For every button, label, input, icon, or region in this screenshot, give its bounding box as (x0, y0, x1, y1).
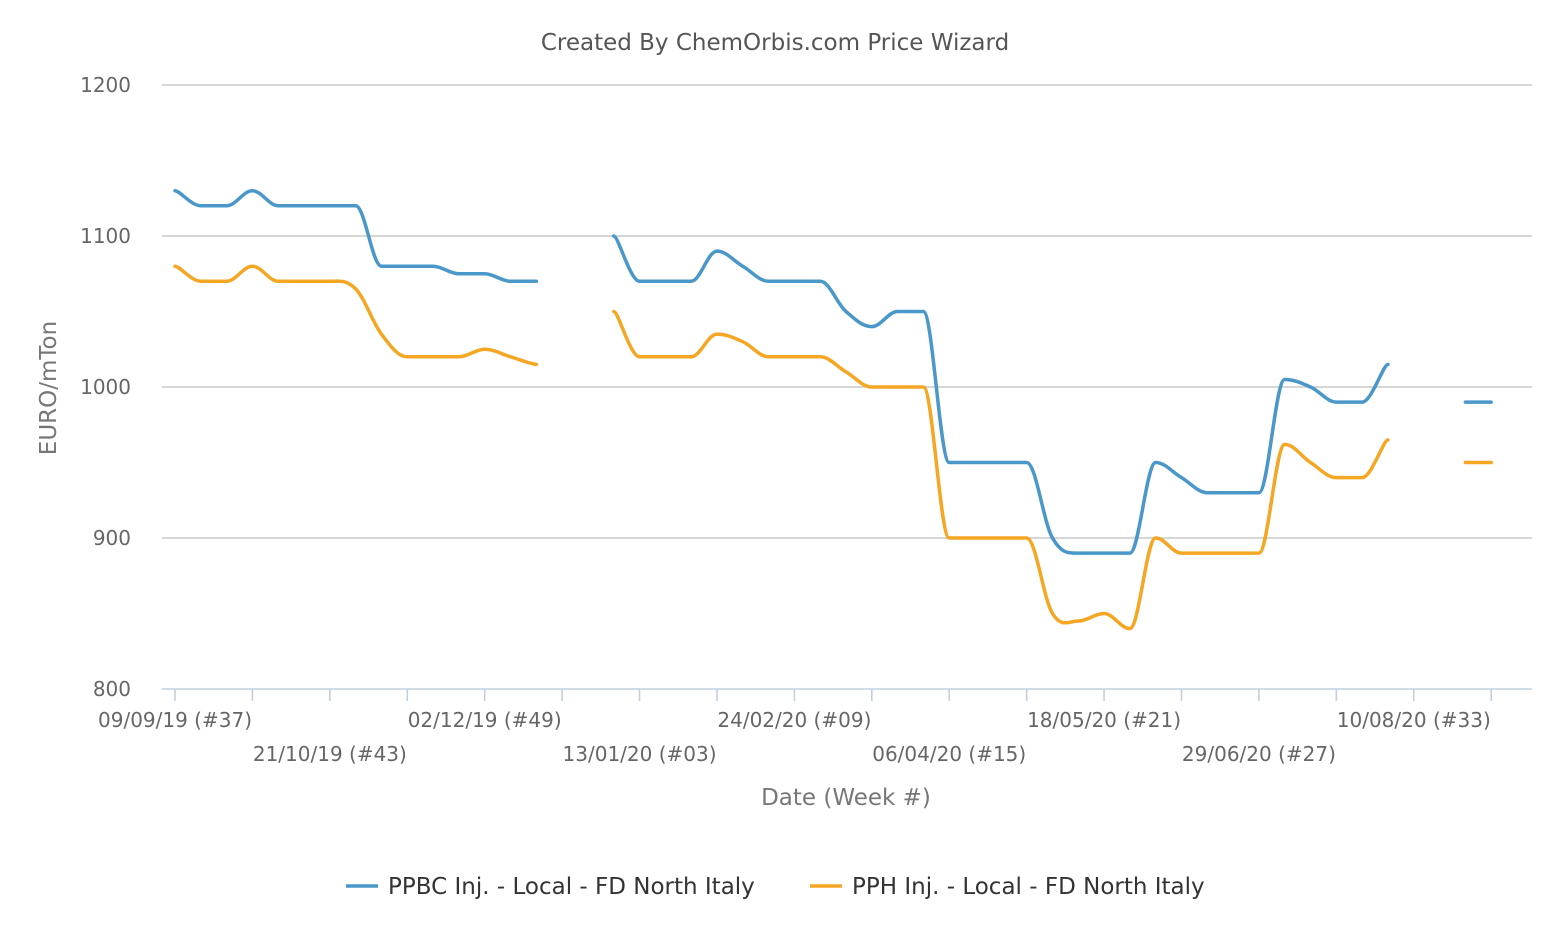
legend-label-ppbc: PPBC Inj. - Local - FD North Italy (388, 874, 755, 900)
x-tick-label: 13/01/20 (#03) (563, 742, 717, 766)
y-tick-label: 1000 (80, 375, 131, 399)
x-axis-ticks (174, 689, 1492, 701)
legend-label-pph: PPH Inj. - Local - FD North Italy (852, 874, 1205, 900)
x-tick-label: 18/05/20 (#21) (1027, 708, 1181, 732)
x-axis-title: Date (Week #) (761, 785, 931, 811)
x-tick-label: 09/09/19 (#37) (98, 708, 252, 732)
y-axis-ticks: 800 900 1000 1100 1200 (80, 73, 131, 701)
chart-title: Created By ChemOrbis.com Price Wizard (541, 30, 1009, 56)
series-pph (173, 264, 1493, 631)
legend-item-ppbc[interactable]: PPBC Inj. - Local - FD North Italy (346, 874, 755, 900)
x-tick-label: 02/12/19 (#49) (408, 708, 562, 732)
y-tick-label: 1100 (80, 224, 131, 248)
gridlines (162, 84, 1532, 539)
series-line-segment (173, 188, 539, 284)
series-ppbc (173, 188, 1493, 555)
y-axis-title: EURO/mTon (36, 321, 62, 455)
x-tick-label: 06/04/20 (#15) (872, 742, 1026, 766)
series-line-segment (611, 234, 1390, 555)
series-lines (173, 188, 1493, 631)
x-axis-tick-labels: 09/09/19 (#37)21/10/19 (#43)02/12/19 (#4… (98, 708, 1491, 766)
legend-item-pph[interactable]: PPH Inj. - Local - FD North Italy (810, 874, 1205, 900)
x-tick-label: 21/10/19 (#43) (253, 742, 407, 766)
x-tick-label: 24/02/20 (#09) (717, 708, 871, 732)
x-tick-label: 10/08/20 (#33) (1337, 708, 1491, 732)
y-tick-label: 800 (93, 677, 131, 701)
legend: PPBC Inj. - Local - FD North Italy PPH I… (346, 874, 1205, 900)
y-tick-label: 1200 (80, 73, 131, 97)
x-tick-label: 29/06/20 (#27) (1182, 742, 1336, 766)
y-tick-label: 900 (93, 526, 131, 550)
series-line-segment (611, 309, 1390, 631)
series-line-segment (173, 264, 539, 367)
